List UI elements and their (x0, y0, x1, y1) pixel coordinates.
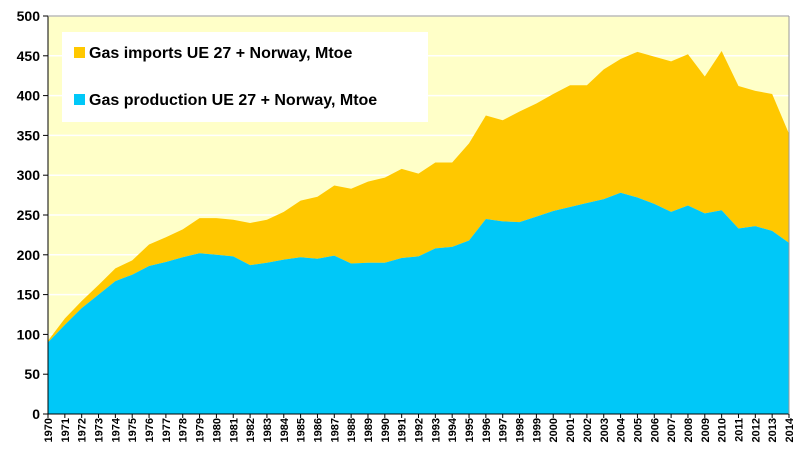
x-tick-label-2009: 2009 (700, 418, 712, 442)
legend-label-imports: Gas imports UE 27 + Norway, Mtoe (89, 45, 352, 62)
legend-swatch-imports (74, 47, 85, 58)
x-tick-label-2010: 2010 (717, 418, 729, 442)
y-tick-label-500: 500 (17, 8, 41, 24)
y-tick-labels: 0 50 100 150 200 250 300 350 400 450 500 (17, 8, 41, 422)
x-tick-label-1997: 1997 (498, 418, 510, 442)
y-tick-label-0: 0 (32, 406, 40, 422)
x-tick-label-1970: 1970 (43, 418, 55, 442)
x-tick-labels: 1970 1971 1972 1973 1974 1975 1976 1977 1978 1979… (43, 417, 796, 442)
x-tick-label-1996: 1996 (481, 418, 493, 442)
y-tick-label-300: 300 (17, 167, 41, 183)
y-tick-label-250: 250 (17, 207, 41, 223)
x-tick-label-1986: 1986 (312, 418, 324, 442)
x-tick-label-1998: 1998 (515, 418, 527, 442)
legend-label-production: Gas production UE 27 + Norway, Mtoe (89, 92, 377, 109)
x-tick-label-1974: 1974 (110, 417, 122, 442)
x-tick-label-2003: 2003 (599, 418, 611, 442)
legend: Gas imports UE 27 + Norway, Mtoe Gas pro… (62, 32, 428, 122)
x-tick-label-2007: 2007 (666, 418, 678, 442)
y-tick-label-50: 50 (24, 366, 40, 382)
x-tick-label-2008: 2008 (683, 418, 695, 442)
y-tick-label-100: 100 (17, 326, 41, 342)
x-tick-label-1973: 1973 (94, 418, 106, 442)
x-tick-label-1979: 1979 (195, 418, 207, 442)
x-tick-label-2013: 2013 (767, 418, 779, 442)
x-tick-label-2012: 2012 (750, 418, 762, 442)
x-tick-label-1984: 1984 (279, 417, 291, 442)
area-series-layer (48, 51, 789, 414)
x-tick-label-1992: 1992 (414, 418, 426, 442)
x-tick-label-1993: 1993 (430, 418, 442, 442)
x-tick-label-1972: 1972 (77, 418, 89, 442)
y-tick-label-400: 400 (17, 88, 41, 104)
x-tick-label-2005: 2005 (632, 418, 644, 442)
x-tick-label-1983: 1983 (262, 418, 274, 442)
x-tick-label-2006: 2006 (649, 418, 661, 442)
x-tick-label-1975: 1975 (127, 418, 139, 442)
x-tick-label-1971: 1971 (60, 418, 72, 442)
x-tick-label-1977: 1977 (161, 418, 173, 442)
x-tick-label-2000: 2000 (548, 418, 560, 442)
x-tick-label-1995: 1995 (464, 418, 476, 442)
legend-swatch-production (74, 94, 85, 105)
x-tick-label-2002: 2002 (582, 418, 594, 442)
axis-layer (43, 15, 790, 418)
x-tick-label-1991: 1991 (397, 418, 409, 442)
x-tick-label-1990: 1990 (380, 418, 392, 442)
area-gas-imports (48, 51, 789, 343)
x-tick-label-1981: 1981 (228, 418, 240, 442)
x-tick-label-1985: 1985 (296, 418, 308, 442)
x-tick-label-1989: 1989 (363, 418, 375, 442)
x-tick-label-1987: 1987 (329, 418, 341, 442)
x-tick-label-1999: 1999 (531, 418, 543, 442)
y-tick-label-150: 150 (17, 287, 41, 303)
x-tick-label-2001: 2001 (565, 418, 577, 442)
x-tick-label-2014: 2014 (784, 417, 796, 442)
x-tick-label-1988: 1988 (346, 418, 358, 442)
x-tick-label-1994: 1994 (447, 417, 459, 442)
x-tick-label-1978: 1978 (178, 418, 190, 442)
x-tick-label-2004: 2004 (616, 417, 628, 442)
x-tick-label-2011: 2011 (733, 418, 745, 442)
legend-box (62, 32, 428, 122)
x-tick-label-1982: 1982 (245, 418, 257, 442)
area-gas-production (48, 192, 789, 414)
x-tick-label-1976: 1976 (144, 418, 156, 442)
y-tick-label-200: 200 (17, 247, 41, 263)
y-tick-label-350: 350 (17, 127, 41, 143)
x-tick-label-1980: 1980 (211, 418, 223, 442)
y-tick-label-450: 450 (17, 48, 41, 64)
